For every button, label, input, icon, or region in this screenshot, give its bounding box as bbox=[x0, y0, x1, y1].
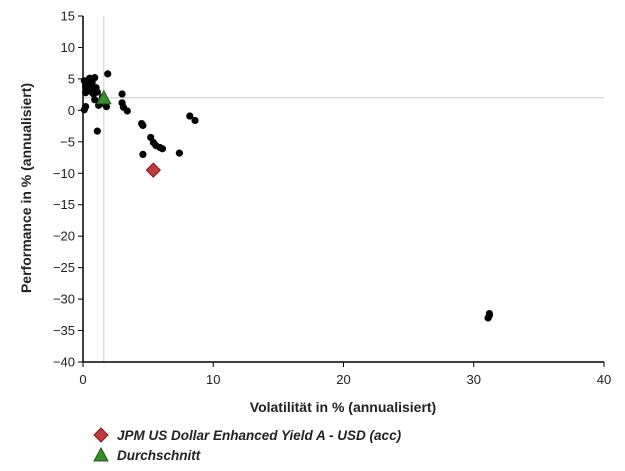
y-tick-label: −35 bbox=[53, 323, 75, 338]
x-tick-label: 40 bbox=[597, 372, 611, 387]
peer-point bbox=[139, 150, 147, 158]
legend-item-fund: JPM US Dollar Enhanced Yield A - USD (ac… bbox=[93, 427, 402, 443]
peer-point bbox=[104, 70, 112, 78]
peer-point bbox=[118, 90, 126, 98]
peer-point bbox=[186, 112, 194, 120]
peer-point bbox=[123, 107, 131, 115]
fund-point bbox=[145, 162, 162, 178]
y-tick-label: −15 bbox=[53, 197, 75, 212]
data-points bbox=[80, 70, 493, 322]
y-tick-label: −5 bbox=[60, 134, 75, 149]
x-tick-label: 20 bbox=[336, 372, 350, 387]
y-tick-label: 15 bbox=[61, 9, 75, 24]
legend-average-label: Durchschnitt bbox=[117, 448, 201, 463]
legend-fund-label: JPM US Dollar Enhanced Yield A - USD (ac… bbox=[117, 428, 402, 443]
y-tick-label: 5 bbox=[68, 71, 75, 86]
peer-point bbox=[88, 86, 96, 94]
y-tick-label: 10 bbox=[61, 40, 75, 55]
peer-point bbox=[191, 116, 199, 125]
y-tick-label: −20 bbox=[53, 229, 75, 244]
peer-point bbox=[139, 121, 147, 130]
x-tick-label: 0 bbox=[79, 372, 86, 387]
y-axis-label: Performance in % (annualisiert) bbox=[18, 83, 34, 293]
reference-lines bbox=[83, 16, 604, 362]
peer-point bbox=[91, 96, 99, 104]
legend-average-triangle-icon bbox=[93, 446, 109, 462]
peer-point bbox=[91, 74, 99, 82]
y-axis-ticks: 15 10 5 0 −5 −10 −15 −20 −25 −30 −35 −40 bbox=[53, 9, 83, 370]
x-axis-ticks: 0 10 20 30 40 bbox=[79, 362, 611, 387]
peer-point bbox=[102, 102, 111, 111]
y-tick-label: 0 bbox=[68, 103, 75, 118]
peer-point bbox=[82, 102, 90, 111]
peer-point bbox=[93, 127, 101, 135]
axes bbox=[82, 16, 604, 363]
x-axis-label: Volatilität in % (annualisiert) bbox=[250, 399, 436, 415]
y-tick-label: −30 bbox=[53, 292, 75, 307]
legend: JPM US Dollar Enhanced Yield A - USD (ac… bbox=[93, 427, 402, 463]
peer-point bbox=[485, 309, 493, 318]
average-point bbox=[96, 89, 112, 105]
peer-point bbox=[175, 149, 183, 157]
y-tick-label: −10 bbox=[53, 166, 75, 181]
x-tick-label: 30 bbox=[467, 372, 481, 387]
legend-item-average: Durchschnitt bbox=[93, 446, 201, 463]
peer-point bbox=[158, 145, 167, 153]
y-tick-label: −40 bbox=[53, 355, 75, 370]
legend-fund-diamond-icon bbox=[93, 427, 109, 443]
x-tick-label: 10 bbox=[206, 372, 220, 387]
y-tick-label: −25 bbox=[53, 260, 75, 275]
